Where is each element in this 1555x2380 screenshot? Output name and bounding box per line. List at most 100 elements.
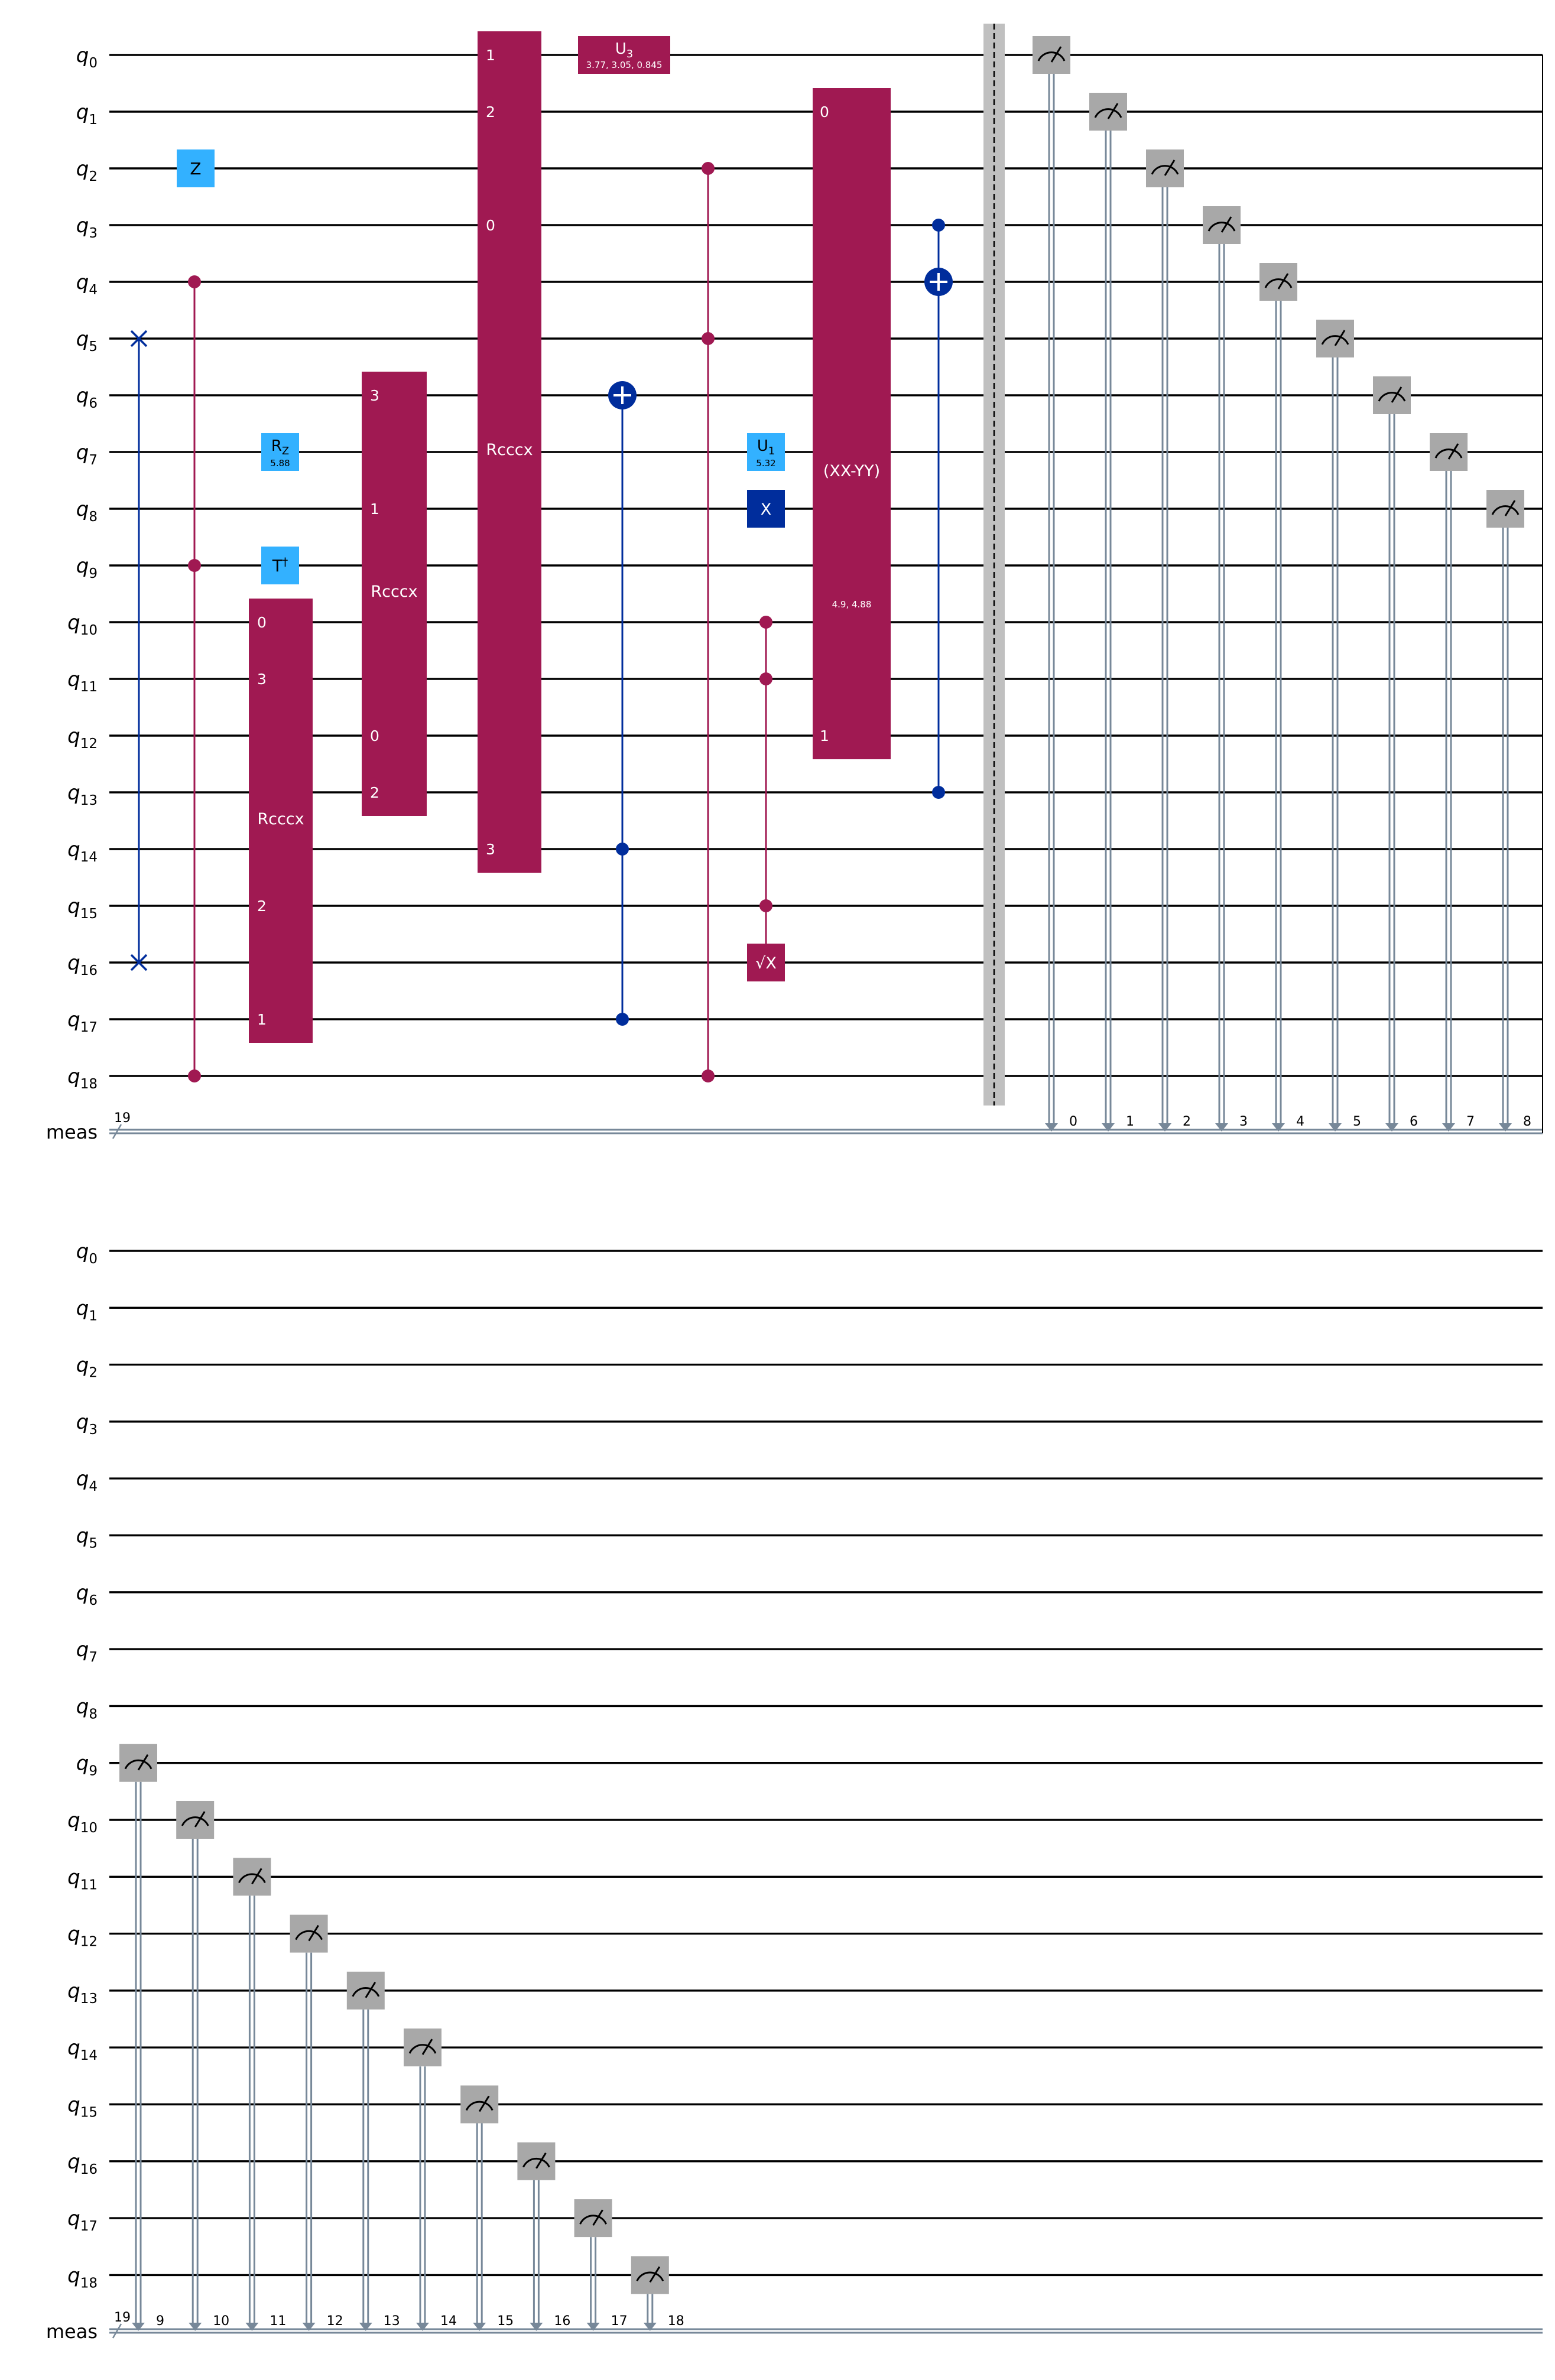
measure-gate — [631, 2256, 669, 2294]
qubit-label-index: 17 — [80, 1020, 98, 1035]
meter-needle-icon — [1334, 330, 1346, 346]
qubit-label-index: 18 — [80, 1077, 98, 1092]
qubit-label: q15 — [67, 2093, 98, 2121]
qubit-label-letter: q — [76, 214, 89, 238]
measure-arrow-icon — [586, 2323, 600, 2331]
gate-parameter: 4.9, 4.88 — [832, 599, 872, 610]
qubit-label-index: 1 — [89, 112, 98, 128]
meter-needle-icon — [1447, 443, 1459, 460]
qubit-label-letter: q — [67, 1979, 80, 2003]
measure-arrow-icon — [416, 2323, 429, 2331]
measure-gate — [460, 2085, 499, 2124]
qubit-label-index: 7 — [89, 1650, 98, 1665]
qubit-label-index: 3 — [89, 1422, 98, 1438]
qubit-label: q16 — [67, 2150, 98, 2177]
qubit-label-index: 12 — [80, 1934, 98, 1950]
meter-needle-icon — [421, 2038, 433, 2055]
measure-arrow-icon — [132, 2323, 145, 2331]
qubit-label-index: 13 — [80, 1991, 98, 2007]
register-bundle-slash — [112, 1124, 122, 1139]
qubit-label-letter: q — [76, 1638, 89, 1662]
qubit-label-letter: q — [67, 668, 80, 691]
gate-pin-label: 3 — [257, 671, 267, 688]
measure-arrow-icon — [359, 2323, 372, 2331]
qubit-label-letter: q — [76, 1467, 89, 1491]
meter-needle-icon — [1107, 103, 1119, 119]
classical-bit-index: 17 — [611, 2314, 628, 2329]
qubit-label-index: 1 — [89, 1308, 98, 1324]
classical-bit-index: 2 — [1183, 1114, 1191, 1129]
meter-needle-icon — [1050, 46, 1062, 63]
meter-needle-icon — [194, 1811, 206, 1828]
measure-arrow-icon — [1329, 1123, 1342, 1132]
x-gate — [747, 490, 785, 528]
qubit-label: q17 — [67, 1008, 98, 1035]
gate-pin-label: 2 — [257, 898, 267, 915]
qubit-label-index: 17 — [80, 2219, 98, 2234]
qubit-label: q0 — [76, 44, 98, 71]
qubit-label: q14 — [67, 838, 98, 865]
meter-arc-icon — [1207, 222, 1236, 232]
meter-arc-icon — [1151, 165, 1179, 175]
gate-label: T† — [272, 555, 288, 576]
classical-bit-index: 8 — [1523, 1114, 1531, 1129]
qubit-label-letter: q — [67, 2207, 80, 2231]
gate-pin-label: 1 — [486, 47, 495, 64]
meter-arc-icon — [465, 2101, 494, 2111]
gate-label-main: U — [757, 437, 768, 455]
sqrt-x-gate — [747, 944, 785, 981]
gate-pin-label: 0 — [820, 103, 829, 121]
meter-arc-icon — [1378, 392, 1406, 402]
qubit-label-letter: q — [76, 441, 89, 464]
meter-arc-icon — [295, 1930, 323, 1940]
classical-register-label: meas — [46, 2320, 98, 2343]
qubit-label-index: 13 — [80, 793, 98, 808]
xx-minus-yy-gate — [813, 88, 891, 759]
qubit-label: q4 — [76, 1467, 98, 1494]
gate-label: U1 — [757, 437, 775, 457]
qubit-label: q13 — [67, 781, 98, 808]
circuit-panel-bottom: q0q1q2q3q4q5q6q7q8q9q10q11q12q13q14q15q1… — [46, 1240, 1543, 2343]
qubit-label-letter: q — [76, 1581, 89, 1605]
measure-gate — [346, 1971, 385, 2010]
measure-arrow-icon — [1102, 1123, 1115, 1132]
qubit-label-index: 3 — [89, 226, 98, 241]
qubit-label-index: 4 — [89, 282, 98, 298]
gate-pin-label: 1 — [820, 727, 829, 744]
qubit-label-letter: q — [67, 2093, 80, 2117]
measure-arrow-icon — [189, 2323, 202, 2331]
measure-gate — [1486, 490, 1524, 528]
u1-gate — [747, 433, 785, 471]
gate-label-main: U — [615, 40, 626, 58]
meter-needle-icon — [1220, 216, 1232, 233]
qubit-label-letter: q — [67, 724, 80, 748]
classical-bit-index: 3 — [1239, 1114, 1248, 1129]
gate-pin-label: 2 — [486, 103, 495, 121]
measure-gate — [233, 1858, 271, 1896]
meter-arc-icon — [636, 2271, 664, 2282]
classical-bit-index: 0 — [1069, 1114, 1077, 1129]
qubit-label-letter: q — [67, 781, 80, 805]
qubit-label-letter: q — [67, 2264, 80, 2287]
meter-needle-icon — [478, 2095, 490, 2112]
qubit-label: q5 — [76, 327, 98, 355]
measure-gate — [1203, 206, 1241, 244]
qubit-label-letter: q — [67, 1923, 80, 1946]
qubit-label-letter: q — [76, 44, 89, 67]
gate-parameter: 5.32 — [756, 458, 775, 469]
meter-needle-icon — [649, 2266, 661, 2283]
gate-label: √X — [755, 954, 777, 973]
qubit-label-index: 14 — [80, 850, 98, 865]
control-dot — [616, 843, 629, 856]
meter-needle-icon — [251, 1868, 262, 1885]
qubit-label-index: 5 — [89, 339, 98, 355]
qubit-label: q12 — [67, 724, 98, 752]
gate-label: U3 — [615, 40, 633, 60]
qubit-label: q6 — [76, 384, 98, 411]
qubit-label-letter: q — [76, 157, 89, 181]
meter-needle-icon — [1504, 500, 1516, 516]
circuit-panel-top: q0q1q2q3q4q5q6q7q8q9q10q11q12q13q14q15q1… — [46, 24, 1543, 1143]
meter-arc-icon — [1037, 51, 1066, 61]
qubit-label: q12 — [67, 1923, 98, 1950]
u3-gate — [578, 36, 670, 74]
